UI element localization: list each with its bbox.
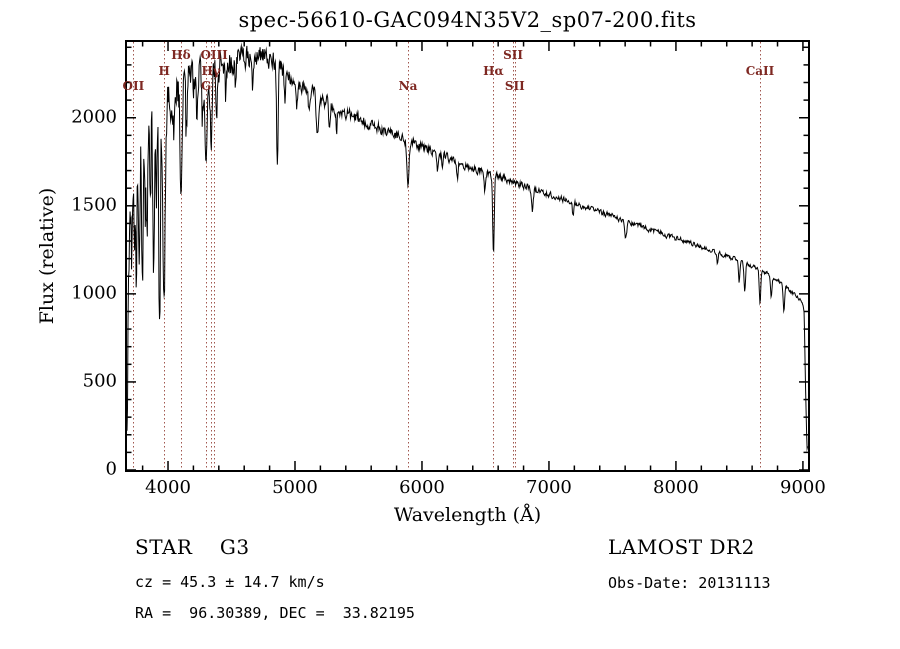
x-tick-label: 9000 <box>780 477 826 498</box>
x-tick-label: 5000 <box>272 477 318 498</box>
y-tick-label: 0 <box>105 458 117 480</box>
survey-text: LAMOST DR2 <box>608 535 755 559</box>
x-tick-label: 8000 <box>653 477 699 498</box>
spectral-line-label: Hγ <box>201 63 221 78</box>
spectral-line-label: SII <box>503 48 523 62</box>
spectral-line-label: H <box>158 63 170 78</box>
ra-dec-text: RA = 96.30389, DEC = 33.82195 <box>135 604 415 622</box>
y-tick-label: 500 <box>82 370 117 392</box>
plot-area <box>125 40 810 472</box>
spectral-line-label: Hα <box>483 63 504 78</box>
spectral-line-label: G <box>200 79 212 93</box>
x-tick-label: 6000 <box>399 477 445 498</box>
spectral-line-label: SII <box>504 79 525 93</box>
spectral-line-label: OIII <box>200 48 228 62</box>
y-tick-label: 1500 <box>71 194 117 216</box>
classification-text: STAR G3 <box>135 535 250 559</box>
spectrum-canvas <box>127 42 808 470</box>
spectral-line-label: CaII <box>745 63 775 78</box>
spectral-line-label: OII <box>122 79 145 93</box>
x-tick-label: 4000 <box>145 477 191 498</box>
spectral-line-label: Hδ <box>171 48 191 62</box>
x-tick-label: 7000 <box>526 477 572 498</box>
x-axis-label: Wavelength (Å) <box>393 504 542 526</box>
spectral-line-label: Na <box>398 79 418 93</box>
cz-text: cz = 45.3 ± 14.7 km/s <box>135 573 325 591</box>
obs-date-text: Obs-Date: 20131113 <box>608 574 771 592</box>
y-tick-label: 2000 <box>71 106 117 128</box>
plot-title: spec-56610-GAC094N35V2_sp07-200.fits <box>238 8 697 32</box>
y-tick-label: 1000 <box>71 282 117 304</box>
